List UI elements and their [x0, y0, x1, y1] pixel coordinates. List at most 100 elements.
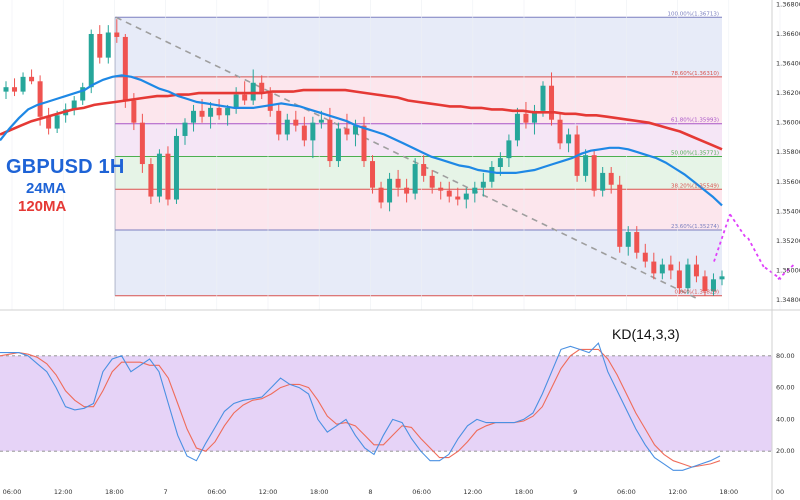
projection-segment	[729, 213, 747, 239]
candle-body	[710, 279, 716, 292]
candle-body	[182, 122, 188, 136]
candle-body	[429, 175, 435, 188]
candle-body	[676, 270, 682, 289]
candle-body	[719, 276, 725, 280]
x-tick-label: 06:00	[617, 488, 636, 496]
projection-segment	[747, 237, 765, 268]
x-tick-label: 8	[368, 488, 372, 496]
candle-body	[693, 264, 699, 277]
candle-body	[208, 107, 214, 117]
fib-level-label: 0.00%(1.34829)	[674, 290, 719, 296]
x-tick-label: 12:00	[259, 488, 278, 496]
candle-body	[233, 94, 239, 108]
candle-body	[327, 119, 333, 162]
candle-body	[591, 155, 597, 191]
fib-level-label: 38.20%(1.35549)	[671, 183, 719, 189]
kd-band	[0, 355, 772, 452]
candle-body	[259, 82, 265, 94]
candle-body	[583, 155, 589, 176]
candle-body	[71, 100, 77, 110]
candle-body	[225, 107, 231, 116]
price-tick-label: 1.35800	[776, 148, 800, 156]
x-tick-label: 06:00	[412, 488, 431, 496]
candle-body	[472, 187, 478, 194]
candle-body	[685, 264, 691, 289]
candle-body	[557, 119, 563, 144]
fib-band	[115, 229, 722, 296]
candle-body	[506, 140, 512, 159]
candle-body	[438, 187, 444, 191]
candle-body	[46, 116, 52, 129]
candle-body	[497, 158, 503, 167]
candle-body	[344, 128, 350, 135]
candle-body	[600, 172, 606, 191]
candle-body	[523, 113, 529, 123]
x-tick-label: 18:00	[515, 488, 534, 496]
candle-body	[549, 85, 555, 120]
price-tick-label: 1.36400	[776, 60, 800, 68]
candle-body	[20, 76, 26, 92]
candle-body	[284, 119, 290, 135]
candle-body	[480, 181, 486, 188]
x-tick-label: 18:00	[105, 488, 124, 496]
candle-body	[659, 264, 665, 274]
candle-body	[3, 87, 9, 92]
candle-body	[216, 107, 222, 116]
candle-body	[199, 110, 205, 117]
candle-body	[617, 184, 623, 247]
fib-band	[115, 189, 722, 230]
candle-body	[395, 178, 401, 188]
candle-body	[139, 122, 145, 165]
candle-body	[370, 161, 376, 188]
x-tick-label: 9	[573, 488, 577, 496]
candle-body	[156, 153, 162, 197]
candle-body	[489, 166, 495, 182]
kd-tick-label: 20.00	[776, 447, 795, 455]
candle-body	[29, 76, 35, 82]
price-tick-label: 1.36800	[776, 0, 800, 8]
candle-body	[122, 36, 128, 101]
x-tick-label: 18:00	[719, 488, 738, 496]
candle-body	[531, 110, 537, 123]
symbol-title: GBPUSD 1H	[6, 156, 125, 179]
candle-body	[668, 264, 674, 271]
fib-level-label: 78.60%(1.36310)	[671, 71, 719, 77]
x-tick-label: 7	[164, 488, 168, 496]
candle-body	[37, 81, 43, 117]
projection-segment	[713, 213, 731, 262]
candle-body	[12, 87, 18, 92]
price-tick-label: 1.35400	[776, 207, 800, 215]
candle-body	[97, 33, 103, 58]
candle-body	[165, 153, 171, 200]
price-tick-label: 1.35200	[776, 237, 800, 245]
fib-level-label: 61.80%(1.35993)	[671, 118, 719, 124]
ma24-label: 24MA	[26, 180, 67, 197]
candle-body	[80, 87, 86, 101]
fib-band	[115, 17, 722, 77]
x-tick-label: 12:00	[668, 488, 687, 496]
k-line	[0, 342, 721, 471]
candle-body	[378, 187, 384, 203]
kd-tick-label: 80.00	[776, 352, 795, 360]
candle-body	[625, 232, 631, 247]
price-tick-label: 1.36200	[776, 89, 800, 97]
kd-tick-label: 60.00	[776, 384, 795, 392]
ma24-line	[0, 74, 723, 207]
symbol-text: GBPUSD 1H	[6, 156, 125, 178]
candle-body	[412, 164, 418, 194]
ma120-line	[0, 88, 723, 151]
candle-body	[335, 128, 341, 162]
fib-level-label: 23.60%(1.35274)	[671, 224, 719, 230]
candle-body	[191, 110, 197, 123]
candle-body	[131, 100, 137, 123]
candle-body	[634, 232, 640, 253]
candle-body	[301, 125, 307, 141]
kd-tick-label: 40.00	[776, 415, 795, 423]
fib-level-label: 50.00%(1.35771)	[671, 151, 719, 157]
price-tick-label: 1.35000	[776, 266, 800, 274]
price-tick-label: 1.35600	[776, 178, 800, 186]
price-tick-label: 1.34800	[776, 296, 800, 304]
candle-body	[463, 193, 469, 200]
